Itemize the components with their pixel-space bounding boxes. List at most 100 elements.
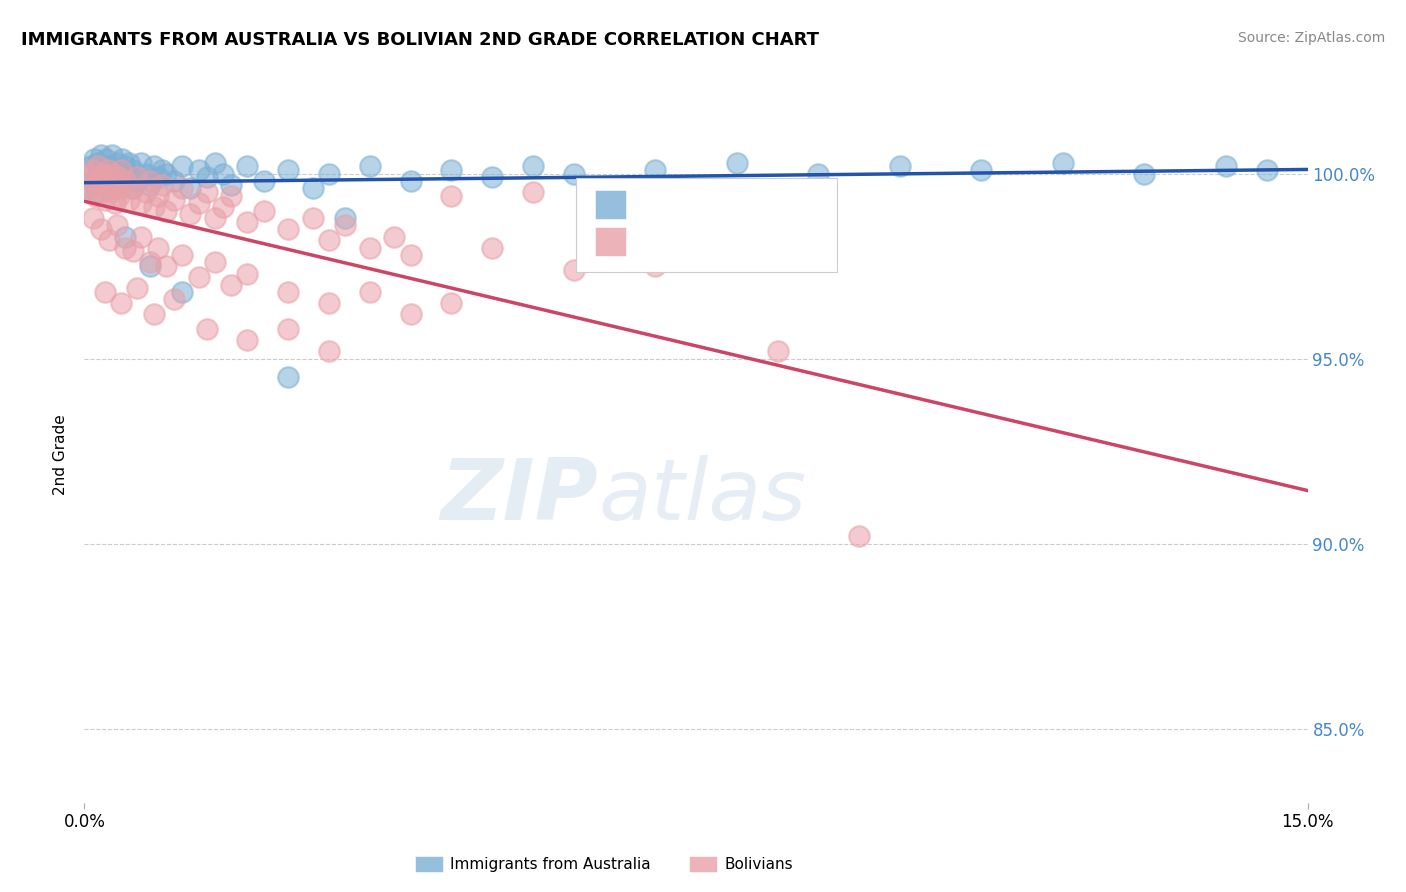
Point (335, 211, 357, 225)
Point (155, 203, 177, 218)
Point (146, 189, 169, 203)
Text: Immigrants from Australia: Immigrants from Australia (450, 857, 651, 871)
Point (127, 281, 149, 295)
Point (399, 248, 422, 262)
Point (179, 207, 201, 221)
Point (277, 370, 299, 384)
Point (110, 163, 132, 178)
Point (335, 219, 357, 233)
Point (150, 178, 173, 192)
Point (481, 170, 503, 185)
Point (301, 181, 323, 195)
Point (195, 185, 218, 199)
Point (359, 159, 381, 173)
Point (122, 244, 145, 259)
Point (204, 255, 226, 269)
Text: IMMIGRANTS FROM AUSTRALIA VS BOLIVIAN 2ND GRADE CORRELATION CHART: IMMIGRANTS FROM AUSTRALIA VS BOLIVIAN 2N… (21, 31, 820, 49)
Point (142, 159, 165, 173)
Point (187, 196, 209, 211)
Point (87, 178, 110, 192)
Point (114, 229, 136, 244)
Text: Bolivians: Bolivians (724, 857, 793, 871)
Point (146, 241, 169, 255)
Point (131, 155, 153, 169)
Point (766, 344, 789, 359)
Point (970, 163, 993, 178)
Point (522, 185, 544, 199)
Point (103, 167, 125, 181)
Point (93, 163, 115, 178)
Point (301, 211, 323, 225)
Point (150, 163, 173, 178)
Point (104, 178, 127, 192)
Point (138, 178, 160, 192)
Point (93, 285, 117, 299)
Point (127, 170, 149, 185)
Point (111, 181, 134, 195)
Point (195, 170, 218, 185)
Point (889, 159, 911, 173)
Point (114, 174, 136, 188)
Point (107, 170, 129, 185)
Point (98, 185, 121, 199)
Point (725, 155, 748, 169)
Point (82, 211, 104, 225)
Point (110, 296, 132, 310)
Point (91, 167, 114, 181)
Point (118, 155, 141, 169)
Point (142, 200, 165, 214)
Point (121, 181, 143, 195)
Point (163, 174, 186, 188)
Point (97, 163, 120, 178)
Point (1133, 167, 1156, 181)
Point (359, 285, 381, 299)
Point (277, 322, 299, 336)
Point (219, 189, 242, 203)
Point (90, 148, 112, 162)
Point (195, 322, 218, 336)
Point (1256, 163, 1278, 178)
Point (108, 189, 131, 203)
Point (399, 307, 422, 321)
Text: R = -0.095   N = 87: R = -0.095 N = 87 (631, 232, 794, 250)
Point (440, 296, 463, 310)
Text: Source: ZipAtlas.com: Source: ZipAtlas.com (1237, 31, 1385, 45)
Point (97, 159, 120, 173)
Point (97, 233, 120, 247)
Point (110, 163, 132, 178)
Point (204, 211, 226, 225)
Point (114, 241, 136, 255)
Point (848, 529, 870, 543)
Point (90, 222, 112, 236)
Point (105, 181, 128, 195)
Point (93, 193, 117, 207)
Point (236, 159, 259, 173)
Point (562, 167, 585, 181)
Point (212, 200, 235, 214)
Point (172, 285, 194, 299)
Point (105, 155, 128, 169)
Point (86, 155, 108, 169)
Point (138, 259, 160, 273)
Point (155, 167, 177, 181)
Point (440, 163, 463, 178)
Point (219, 277, 242, 292)
Point (101, 148, 124, 162)
Point (236, 215, 259, 229)
Point (127, 174, 149, 188)
Point (122, 163, 145, 178)
Point (1052, 155, 1074, 169)
Point (80, 174, 103, 188)
Point (96, 181, 118, 195)
Point (318, 344, 340, 359)
Point (91, 170, 114, 185)
Point (163, 293, 186, 307)
Point (1215, 159, 1237, 173)
Point (138, 255, 160, 269)
Point (562, 263, 585, 277)
Point (82, 163, 104, 178)
Point (131, 229, 153, 244)
Point (107, 170, 129, 185)
Point (77, 167, 100, 181)
Point (100, 174, 122, 188)
